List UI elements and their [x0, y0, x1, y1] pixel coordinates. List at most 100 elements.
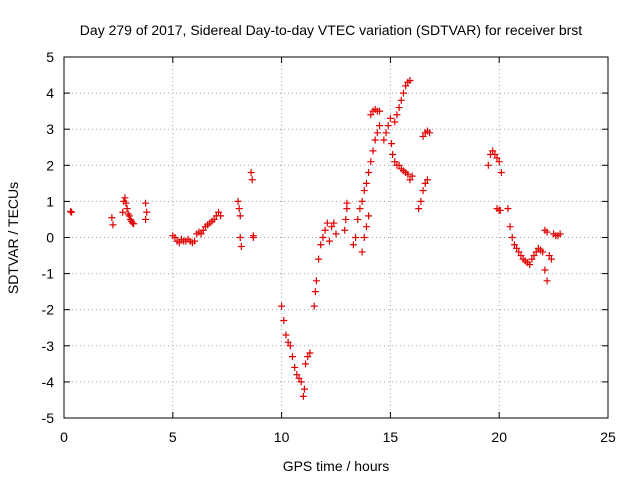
- data-point: [517, 252, 525, 260]
- data-point: [248, 176, 256, 184]
- data-point: [386, 114, 394, 122]
- data-point: [356, 205, 364, 213]
- data-point: [143, 208, 151, 216]
- y-tick-label: 0: [46, 230, 54, 246]
- data-point: [286, 342, 294, 350]
- data-point: [402, 82, 410, 90]
- data-point: [323, 219, 331, 227]
- data-point: [197, 230, 205, 238]
- data-point: [489, 147, 497, 155]
- y-tick-label: 1: [46, 193, 54, 209]
- data-point: [545, 252, 553, 260]
- data-point: [342, 215, 350, 223]
- data-point: [497, 169, 505, 177]
- data-point: [367, 111, 375, 119]
- data-point: [325, 237, 333, 245]
- data-point: [291, 363, 299, 371]
- data-point: [365, 169, 373, 177]
- data-point: [556, 230, 564, 238]
- data-point: [493, 154, 501, 162]
- data-point: [491, 150, 499, 158]
- y-tick-label: -3: [42, 338, 55, 354]
- data-point: [282, 331, 290, 339]
- data-point: [376, 107, 384, 115]
- data-point: [547, 255, 555, 263]
- x-tick-label: 10: [274, 429, 290, 445]
- data-point: [382, 129, 390, 137]
- data-point: [119, 208, 127, 216]
- data-point: [380, 136, 388, 144]
- data-point: [310, 302, 318, 310]
- data-point: [391, 118, 399, 126]
- data-point: [315, 255, 323, 263]
- data-point: [543, 228, 551, 236]
- data-point: [423, 176, 431, 184]
- x-tick-label: 15: [383, 429, 399, 445]
- data-point: [330, 219, 338, 227]
- data-point: [369, 147, 377, 155]
- data-point: [109, 221, 117, 229]
- data-point: [408, 172, 416, 180]
- plot-frame: [63, 56, 609, 419]
- data-point: [67, 208, 75, 216]
- data-point: [376, 122, 384, 130]
- data-point: [300, 385, 308, 393]
- data-point: [415, 205, 423, 213]
- data-point: [360, 187, 368, 195]
- data-point: [284, 338, 292, 346]
- data-point: [421, 179, 429, 187]
- data-point: [395, 161, 403, 169]
- data-point: [247, 169, 255, 177]
- y-tick-label: 4: [46, 85, 54, 101]
- data-point: [341, 226, 349, 234]
- data-point: [304, 353, 312, 361]
- y-tick-label: 3: [46, 121, 54, 137]
- data-point: [288, 353, 296, 361]
- data-point: [510, 241, 518, 249]
- data-point: [142, 215, 150, 223]
- data-point: [68, 208, 76, 216]
- data-point: [311, 288, 319, 296]
- data-point: [235, 205, 243, 213]
- data-point: [362, 179, 370, 187]
- data-point: [332, 230, 340, 238]
- data-point: [367, 158, 375, 166]
- x-axis-label: GPS time / hours: [283, 458, 390, 474]
- data-point: [299, 392, 307, 400]
- data-point: [317, 241, 325, 249]
- x-tick-label: 25: [600, 429, 616, 445]
- data-point: [123, 205, 131, 213]
- y-tick-label: 5: [46, 49, 54, 65]
- data-point: [530, 252, 538, 260]
- data-point: [302, 360, 310, 368]
- data-point: [395, 104, 403, 112]
- data-point: [360, 234, 368, 241]
- data-point: [484, 161, 492, 169]
- data-point: [236, 234, 244, 241]
- data-point: [171, 234, 179, 241]
- data-point: [319, 234, 327, 241]
- y-axis-label: SDTVAR / TECUs: [5, 182, 21, 294]
- data-point: [321, 226, 329, 234]
- data-point: [508, 234, 516, 241]
- data-point: [406, 76, 414, 84]
- data-point: [496, 206, 504, 214]
- data-point: [125, 212, 133, 220]
- data-point: [328, 223, 336, 231]
- y-tick-label: -1: [42, 266, 55, 282]
- data-point: [539, 248, 547, 256]
- data-point: [199, 226, 207, 234]
- data-point: [426, 129, 434, 137]
- x-tick-label: 5: [169, 429, 177, 445]
- data-point: [371, 136, 379, 144]
- y-tick-label: 2: [46, 157, 54, 173]
- data-point: [387, 140, 395, 148]
- y-tick-label: -2: [42, 302, 55, 318]
- data-point: [108, 214, 116, 222]
- data-point: [406, 176, 414, 184]
- data-point: [129, 219, 137, 227]
- data-point: [280, 317, 288, 325]
- data-point: [358, 248, 366, 256]
